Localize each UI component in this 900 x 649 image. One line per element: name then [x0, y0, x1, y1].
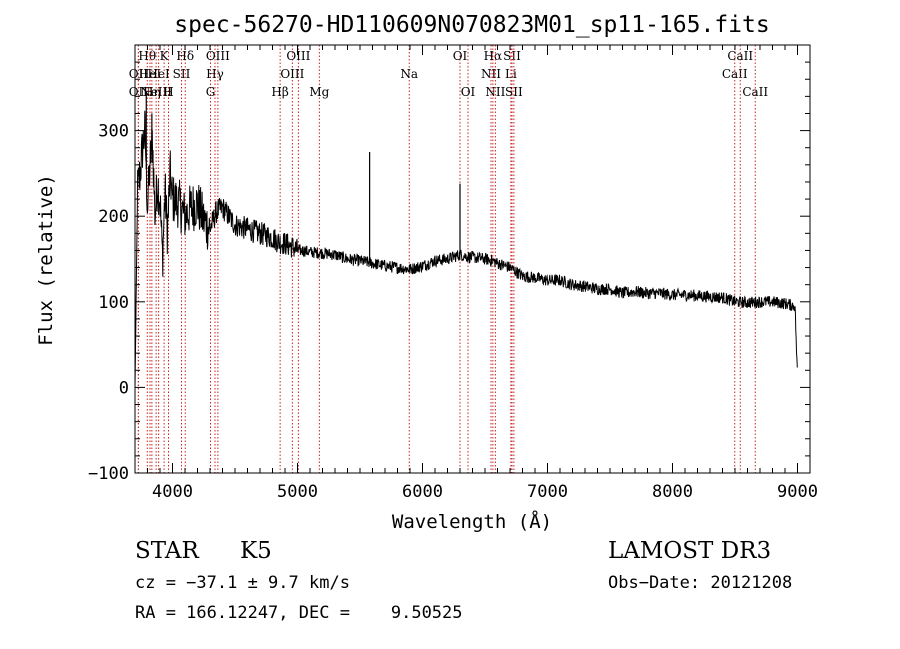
redshift-cz: cz = −37.1 ± 9.7 km/s [135, 573, 350, 593]
x-tick-label-4: 8000 [652, 482, 693, 502]
line-marker-label-19: OI [453, 49, 468, 63]
x-tick-label-2: 6000 [402, 482, 443, 502]
line-marker-label-21: NII [481, 67, 501, 81]
line-marker-label-10: Hδ [176, 49, 194, 63]
line-marker-label-8: H [163, 85, 173, 99]
line-marker-label-18: Na [400, 67, 418, 81]
line-marker-label-1: OII [129, 85, 149, 99]
line-marker-label-14: Hβ [271, 85, 288, 99]
coordinates: RA = 166.12247, DEC = 9.50525 [135, 603, 463, 623]
line-marker-label-9: SII [173, 67, 191, 81]
x-tick-label-5: 9000 [777, 482, 818, 502]
object-subclass: K5 [240, 538, 272, 564]
line-markers: OIIOIIHθHeIHηNeIIIHeIKHSIIHδGHγOIIIHβOII… [129, 45, 768, 473]
axis-ticks [135, 45, 810, 474]
axis-tick-labels: 4000 5000 6000 7000 8000 9000 −100 0 100 200 300 [88, 122, 818, 502]
emission-spikes [145, 92, 461, 263]
x-tick-label-1: 5000 [277, 482, 318, 502]
line-marker-label-22: Hα [484, 49, 503, 63]
line-marker-label-24: Li [505, 67, 517, 81]
chart-title: spec-56270-HD110609N070823M01_sp11-165.f… [174, 12, 769, 38]
y-tick-label-2: 100 [98, 293, 129, 313]
series-line-flux [134, 110, 798, 388]
line-marker-label-23: NII [485, 85, 505, 99]
line-marker-label-15: OIII [280, 67, 304, 81]
line-marker-label-7: K [160, 49, 170, 63]
x-tick-label-3: 7000 [527, 482, 568, 502]
y-tick-label-1: 0 [119, 378, 129, 398]
line-marker-label-11: G [206, 85, 216, 99]
y-tick-label-3: 200 [98, 207, 129, 227]
x-tick-label-0: 4000 [152, 482, 193, 502]
plot-frame [134, 44, 811, 474]
line-marker-label-28: CaII [727, 49, 753, 63]
line-marker-label-13: OIII [206, 49, 230, 63]
line-marker-label-16: OIII [286, 49, 310, 63]
survey-name: LAMOST DR3 [608, 538, 772, 564]
line-marker-label-20: OI [461, 85, 476, 99]
line-marker-label-17: Mg [309, 85, 329, 99]
line-marker-label-27: CaII [722, 67, 748, 81]
line-marker-label-29: CaII [742, 85, 768, 99]
line-marker-label-25: SII [503, 49, 521, 63]
line-marker-label-12: Hγ [206, 67, 224, 81]
y-tick-label-4: 300 [98, 122, 129, 142]
object-class: STAR [135, 538, 199, 564]
x-axis-label: Wavelength (Å) [392, 510, 552, 533]
y-tick-label-0: −100 [88, 464, 129, 484]
line-marker-label-6: HeI [147, 67, 170, 81]
obs-date: Obs−Date: 20121208 [608, 573, 793, 593]
line-marker-label-2: Hθ [138, 49, 156, 63]
line-marker-label-26: SII [505, 85, 523, 99]
y-axis-label: Flux (relative) [35, 174, 57, 346]
